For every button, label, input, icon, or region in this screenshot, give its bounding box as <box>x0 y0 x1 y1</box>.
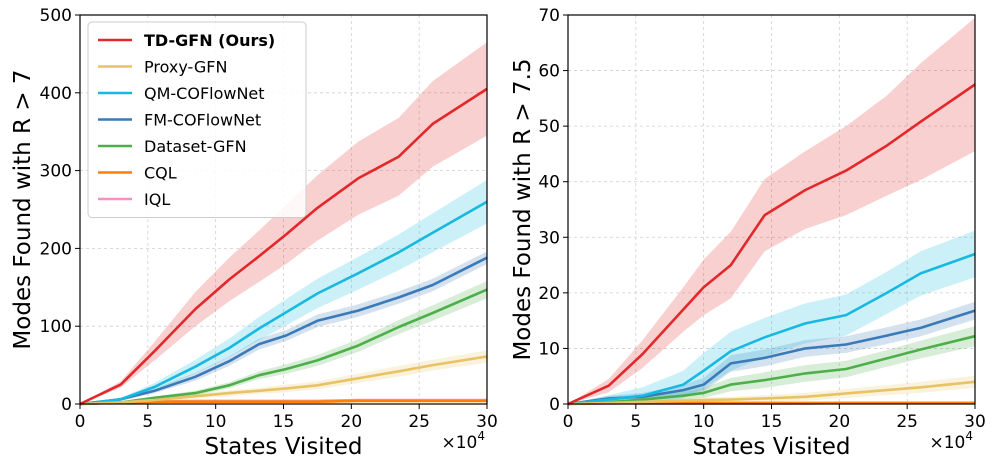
x-tick-label: 15 <box>761 412 783 432</box>
series-line-proxy_gfn <box>567 380 976 406</box>
x-tick-label: 10 <box>693 412 715 432</box>
chart-panel-2: 0 5 10 15 20 25 30 0 10 20 30 40 50 60 70 States Visite… <box>510 6 986 460</box>
y-tick-label: 300 <box>40 162 72 182</box>
x-tick-label: 20 <box>829 412 851 432</box>
y-tick-label: 400 <box>40 84 72 104</box>
band-td_gfn <box>80 42 487 404</box>
y-tick-label: 0 <box>549 395 560 415</box>
legend-label: QM-COFlowNet <box>144 84 265 103</box>
x-axis-label: States Visited <box>205 434 363 460</box>
y-tick-label: 200 <box>40 239 72 259</box>
y-tick-label: 10 <box>538 339 560 359</box>
y-tick-label: 40 <box>538 173 560 193</box>
y-tick-label: 50 <box>538 117 560 137</box>
y-tick-label: 500 <box>40 6 72 26</box>
x-tick-label: 20 <box>341 412 363 432</box>
y-tick-label: 30 <box>538 228 560 248</box>
x-tick-label: 5 <box>630 412 641 432</box>
series-line-td_gfn <box>567 83 976 406</box>
x-tick-label: 0 <box>563 412 574 432</box>
x-tick-label: 15 <box>273 412 295 432</box>
y-tick-label: 20 <box>538 284 560 304</box>
x-tick-label: 10 <box>205 412 227 432</box>
legend-label: CQL <box>144 164 177 183</box>
x-axis-label: States Visited <box>693 434 851 460</box>
y-axis-label: Modes Found with R > 7 <box>10 69 36 349</box>
series-line-dataset_gfn <box>567 334 976 406</box>
band-dataset_gfn <box>568 326 975 404</box>
band-fm_coflownet <box>568 301 975 404</box>
series-line-td_gfn <box>79 87 488 406</box>
x-tick-label: 30 <box>964 412 986 432</box>
legend-label: Proxy-GFN <box>144 58 227 77</box>
series-line-dataset_gfn <box>79 288 488 406</box>
series-line-qm_coflownet <box>567 252 976 406</box>
x-tick-label: 30 <box>476 412 498 432</box>
x-tick-label: 25 <box>896 412 918 432</box>
legend-label: IQL <box>144 190 170 209</box>
y-tick-label: 70 <box>538 6 560 26</box>
legend-label: FM-COFlowNet <box>144 111 261 130</box>
x-tick-label: 5 <box>142 412 153 432</box>
x-tick-label: 0 <box>75 412 86 432</box>
legend-label: TD-GFN (Ours) <box>144 31 275 50</box>
x-multiplier: ×104 <box>929 429 973 453</box>
y-tick-label: 100 <box>40 317 72 337</box>
series-line-fm_coflownet <box>79 256 488 406</box>
x-tick-label: 25 <box>408 412 430 432</box>
y-tick-label: 60 <box>538 62 560 82</box>
band-qm_coflownet <box>568 230 975 404</box>
series-line-cql <box>79 399 487 406</box>
legend-box <box>87 21 307 218</box>
y-tick-label: 0 <box>61 395 72 415</box>
x-multiplier: ×104 <box>441 429 485 453</box>
series-line-proxy_gfn <box>79 355 488 406</box>
series-line-qm_coflownet <box>79 200 488 406</box>
legend-label: Dataset-GFN <box>144 137 247 156</box>
y-axis-label: Modes Found with R > 7.5 <box>510 58 536 360</box>
